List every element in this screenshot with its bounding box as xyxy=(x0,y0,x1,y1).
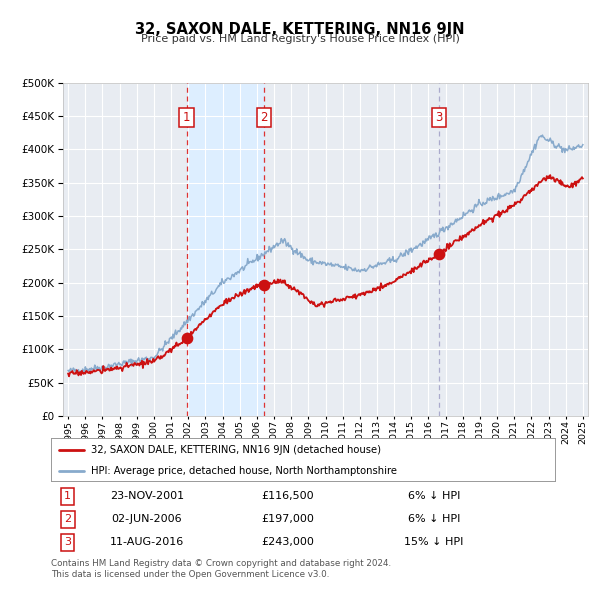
Text: Contains HM Land Registry data © Crown copyright and database right 2024.
This d: Contains HM Land Registry data © Crown c… xyxy=(51,559,391,579)
Text: HPI: Average price, detached house, North Northamptonshire: HPI: Average price, detached house, Nort… xyxy=(91,466,397,476)
Text: 3: 3 xyxy=(64,537,71,548)
Point xyxy=(434,249,443,258)
Text: £116,500: £116,500 xyxy=(262,491,314,502)
Text: 15% ↓ HPI: 15% ↓ HPI xyxy=(404,537,464,548)
Bar xyxy=(187,83,264,416)
Text: 2: 2 xyxy=(260,111,268,124)
Text: 23-NOV-2001: 23-NOV-2001 xyxy=(110,491,184,502)
Text: Price paid vs. HM Land Registry's House Price Index (HPI): Price paid vs. HM Land Registry's House … xyxy=(140,34,460,44)
Text: 02-JUN-2006: 02-JUN-2006 xyxy=(112,514,182,525)
Text: 3: 3 xyxy=(435,111,442,124)
Text: £243,000: £243,000 xyxy=(262,537,314,548)
Text: £197,000: £197,000 xyxy=(262,514,314,525)
Text: 2: 2 xyxy=(64,514,71,525)
Text: 11-AUG-2016: 11-AUG-2016 xyxy=(110,537,184,548)
Point xyxy=(259,280,269,289)
Text: 6% ↓ HPI: 6% ↓ HPI xyxy=(408,491,460,502)
Point xyxy=(182,333,191,343)
Text: 6% ↓ HPI: 6% ↓ HPI xyxy=(408,514,460,525)
Text: 1: 1 xyxy=(183,111,190,124)
Text: 32, SAXON DALE, KETTERING, NN16 9JN (detached house): 32, SAXON DALE, KETTERING, NN16 9JN (det… xyxy=(91,445,382,455)
Text: 32, SAXON DALE, KETTERING, NN16 9JN: 32, SAXON DALE, KETTERING, NN16 9JN xyxy=(135,22,465,37)
Text: 1: 1 xyxy=(64,491,71,502)
